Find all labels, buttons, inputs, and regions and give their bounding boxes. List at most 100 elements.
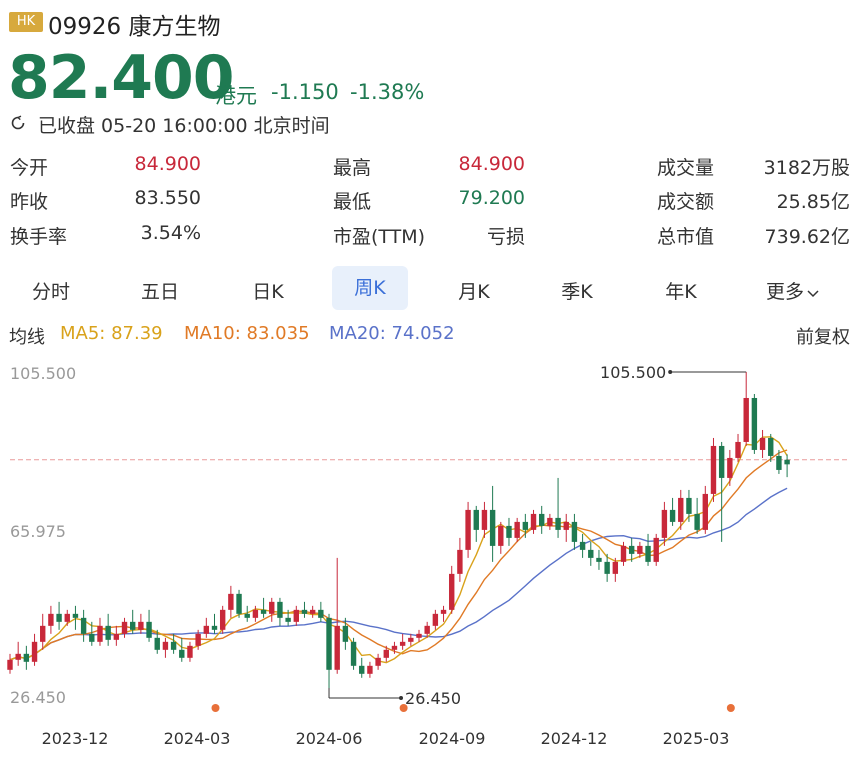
stat-value: 739.62亿 <box>764 226 850 248</box>
candle-body <box>498 525 504 546</box>
candle-body <box>588 549 594 558</box>
tab-monthly-k[interactable]: 月K <box>458 281 490 303</box>
stat-label: 最高 <box>333 157 372 179</box>
candle-body <box>130 621 136 630</box>
candle-body <box>383 649 389 658</box>
y-axis-label: 26.450 <box>10 688 66 707</box>
candle-body <box>432 613 439 626</box>
candle-body <box>694 513 700 530</box>
candle-body <box>555 517 561 530</box>
ma20-value: MA20: 74.052 <box>329 323 455 344</box>
candle-body <box>449 573 455 610</box>
price-adjust-toggle[interactable]: 前复权 <box>796 327 850 348</box>
candle-body <box>743 397 749 442</box>
candle-body <box>170 641 177 650</box>
candlestick-chart: 105.500 65.975 26.450 105.500 26.450 2023-12 2… <box>7 363 850 748</box>
x-axis-label: 2023-12 <box>42 729 109 748</box>
price-change: -1.150 <box>271 80 339 104</box>
candle-body <box>710 445 717 494</box>
y-axis-label: 65.975 <box>10 522 66 541</box>
stat-label: 换手率 <box>10 226 68 248</box>
x-axis-label: 2024-06 <box>296 729 363 748</box>
candle-body <box>645 545 651 562</box>
candle-body <box>457 549 463 574</box>
ma-title: 均线 <box>9 327 45 348</box>
candle-body <box>309 609 316 614</box>
candle-body <box>146 621 152 638</box>
event-marker-dot <box>399 704 408 712</box>
tab-more[interactable]: 更多 <box>766 277 828 304</box>
candle-body <box>408 637 414 642</box>
candle-body <box>751 397 758 450</box>
candle-body <box>219 609 226 630</box>
candle-body <box>424 625 430 634</box>
low-pointer-dot <box>399 696 404 700</box>
candle-body <box>318 609 324 618</box>
stock-name: 09926 康方生物 <box>48 14 221 40</box>
candle-body <box>211 625 218 630</box>
current-price: 82.400 <box>8 43 235 113</box>
tab-daily-k[interactable]: 日K <box>252 281 284 303</box>
candle-body <box>113 633 120 640</box>
candle-body <box>399 641 406 646</box>
candle-body <box>440 609 447 614</box>
candle-body <box>121 621 128 634</box>
candle-body <box>661 509 668 538</box>
candle-body <box>7 659 13 670</box>
candle-body <box>105 625 111 640</box>
candle-body <box>416 633 422 638</box>
stat-label: 总市值 <box>657 226 715 248</box>
tab-five-day[interactable]: 五日 <box>140 281 179 303</box>
candle-body <box>64 613 70 622</box>
candle-body <box>179 649 185 658</box>
candle-body <box>285 617 291 622</box>
candle-body <box>776 455 782 470</box>
clock-icon <box>11 115 25 130</box>
candle-body <box>604 561 610 574</box>
tab-weekly-k[interactable]: 周K <box>332 266 408 310</box>
stat-label: 成交量 <box>657 157 715 179</box>
candle-body <box>768 437 774 456</box>
candle-body <box>784 459 790 465</box>
candle-body <box>465 509 471 550</box>
low-price-label: 26.450 <box>405 689 461 708</box>
stat-label: 市盈(TTM) <box>333 226 426 248</box>
candle-body <box>669 509 676 522</box>
stat-value: 84.900 <box>134 153 201 175</box>
price-change-percent: -1.38% <box>350 80 425 104</box>
candle-body <box>579 541 586 550</box>
stat-value: 79.200 <box>458 187 525 209</box>
stat-label: 成交额 <box>657 191 715 213</box>
candle-body <box>260 609 267 614</box>
candle-body <box>375 657 381 666</box>
candle-body <box>612 561 619 574</box>
candle-body <box>269 601 275 614</box>
candle-body <box>236 593 242 614</box>
candle-body <box>727 457 733 478</box>
candle-body <box>326 617 332 670</box>
candle-body <box>293 609 299 622</box>
x-axis-label: 2024-12 <box>541 729 608 748</box>
candle-body <box>702 493 708 530</box>
high-pointer-dot <box>668 370 673 374</box>
high-price-label: 105.500 <box>600 363 666 382</box>
candle-body <box>563 521 569 530</box>
candle-body <box>350 641 357 666</box>
tab-quarterly-k[interactable]: 季K <box>561 281 593 303</box>
candle-body <box>678 497 684 522</box>
candle-body <box>48 613 54 626</box>
tab-yearly-k[interactable]: 年K <box>665 281 697 303</box>
candle-body <box>277 601 283 618</box>
candle-body <box>653 537 659 562</box>
tab-intraday[interactable]: 分时 <box>31 281 70 303</box>
candle-body <box>686 497 692 514</box>
candle-body <box>31 641 38 662</box>
stat-value: 84.900 <box>458 153 525 175</box>
ma10-value: MA10: 83.035 <box>184 323 310 344</box>
candle-body <box>301 609 308 614</box>
candle-body <box>203 625 210 634</box>
stat-label: 今开 <box>10 157 49 179</box>
candle-body <box>473 509 479 530</box>
candle-body <box>40 625 46 642</box>
candle-body <box>80 617 87 634</box>
